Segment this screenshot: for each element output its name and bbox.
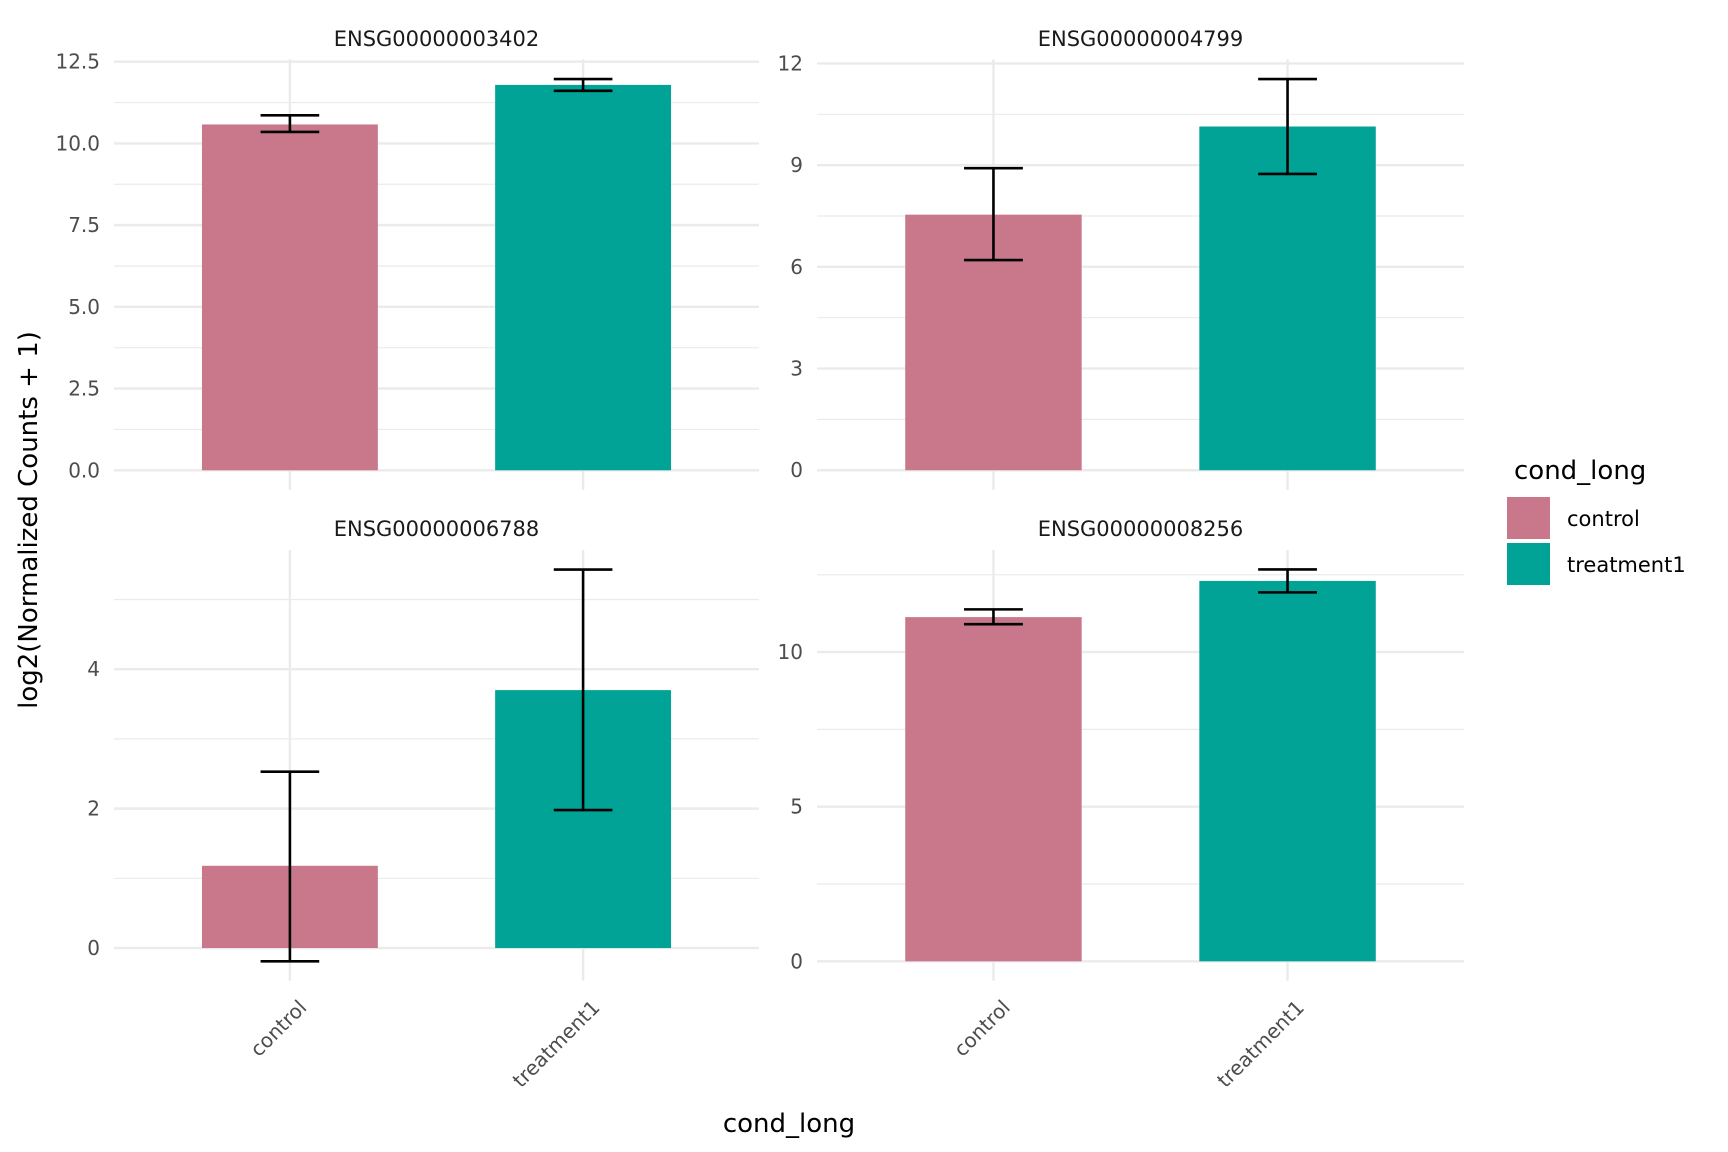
- legend: cond_long control treatment1: [1507, 456, 1686, 585]
- bar-treatment1: [495, 84, 672, 471]
- bar-control: [905, 617, 1082, 962]
- facet-title: ENSG00000006788: [334, 517, 540, 541]
- panels-layer: 0.0 2.5 5.0 7.5 10.0 12.5 ENSG00000003402 0 3 6 9 1…: [55, 27, 1464, 1092]
- x-tick-label: treatment1: [1212, 995, 1309, 1092]
- x-tick-label: treatment1: [508, 995, 605, 1092]
- legend-label-control: control: [1567, 507, 1640, 531]
- bar-treatment1: [1199, 580, 1376, 962]
- y-tick-label: 4: [87, 657, 100, 681]
- y-tick-label: 0.0: [68, 458, 100, 482]
- y-tick-label: 9: [790, 153, 803, 177]
- legend-swatch-treatment1: [1507, 543, 1550, 585]
- facet-title: ENSG00000008256: [1038, 517, 1244, 541]
- y-tick-label: 0: [790, 458, 803, 482]
- y-tick-label: 2.5: [68, 377, 100, 401]
- y-axis-title: log2(Normalized Counts + 1): [14, 331, 44, 709]
- y-tick-label: 7.5: [68, 213, 100, 237]
- facet-panel-ENSG00000006788: 0 2 4 ENSG00000006788 control treatment1: [87, 517, 759, 1092]
- y-tick-label: 3: [790, 357, 803, 381]
- bar-control: [201, 124, 378, 471]
- facet-panel-ENSG00000004799: 0 3 6 9 12 ENSG00000004799: [778, 27, 1464, 490]
- y-tick-label: 5.0: [68, 295, 100, 319]
- y-tick-label: 12.5: [55, 50, 100, 74]
- facet-panel-ENSG00000003402: 0.0 2.5 5.0 7.5 10.0 12.5 ENSG00000003402: [55, 27, 759, 490]
- y-tick-label: 10: [778, 640, 803, 664]
- legend-label-treatment1: treatment1: [1567, 553, 1686, 577]
- bar-treatment1: [1199, 126, 1376, 471]
- facet-title: ENSG00000003402: [334, 27, 540, 51]
- y-tick-label: 6: [790, 255, 803, 279]
- x-tick-label: control: [245, 995, 311, 1061]
- y-tick-label: 5: [790, 795, 803, 819]
- x-tick-label: control: [949, 995, 1015, 1061]
- x-axis-title: cond_long: [723, 1109, 855, 1139]
- y-tick-label: 0: [790, 949, 803, 973]
- y-tick-label: 0: [87, 936, 100, 960]
- y-tick-label: 10.0: [55, 131, 100, 155]
- legend-title: cond_long: [1514, 456, 1646, 486]
- y-tick-label: 12: [778, 51, 803, 75]
- facet-title: ENSG00000004799: [1038, 27, 1244, 51]
- legend-swatch-control: [1507, 497, 1550, 539]
- facet-panel-ENSG00000008256: 0 5 10 ENSG00000008256 control treatment1: [778, 517, 1464, 1092]
- y-tick-label: 2: [87, 797, 100, 821]
